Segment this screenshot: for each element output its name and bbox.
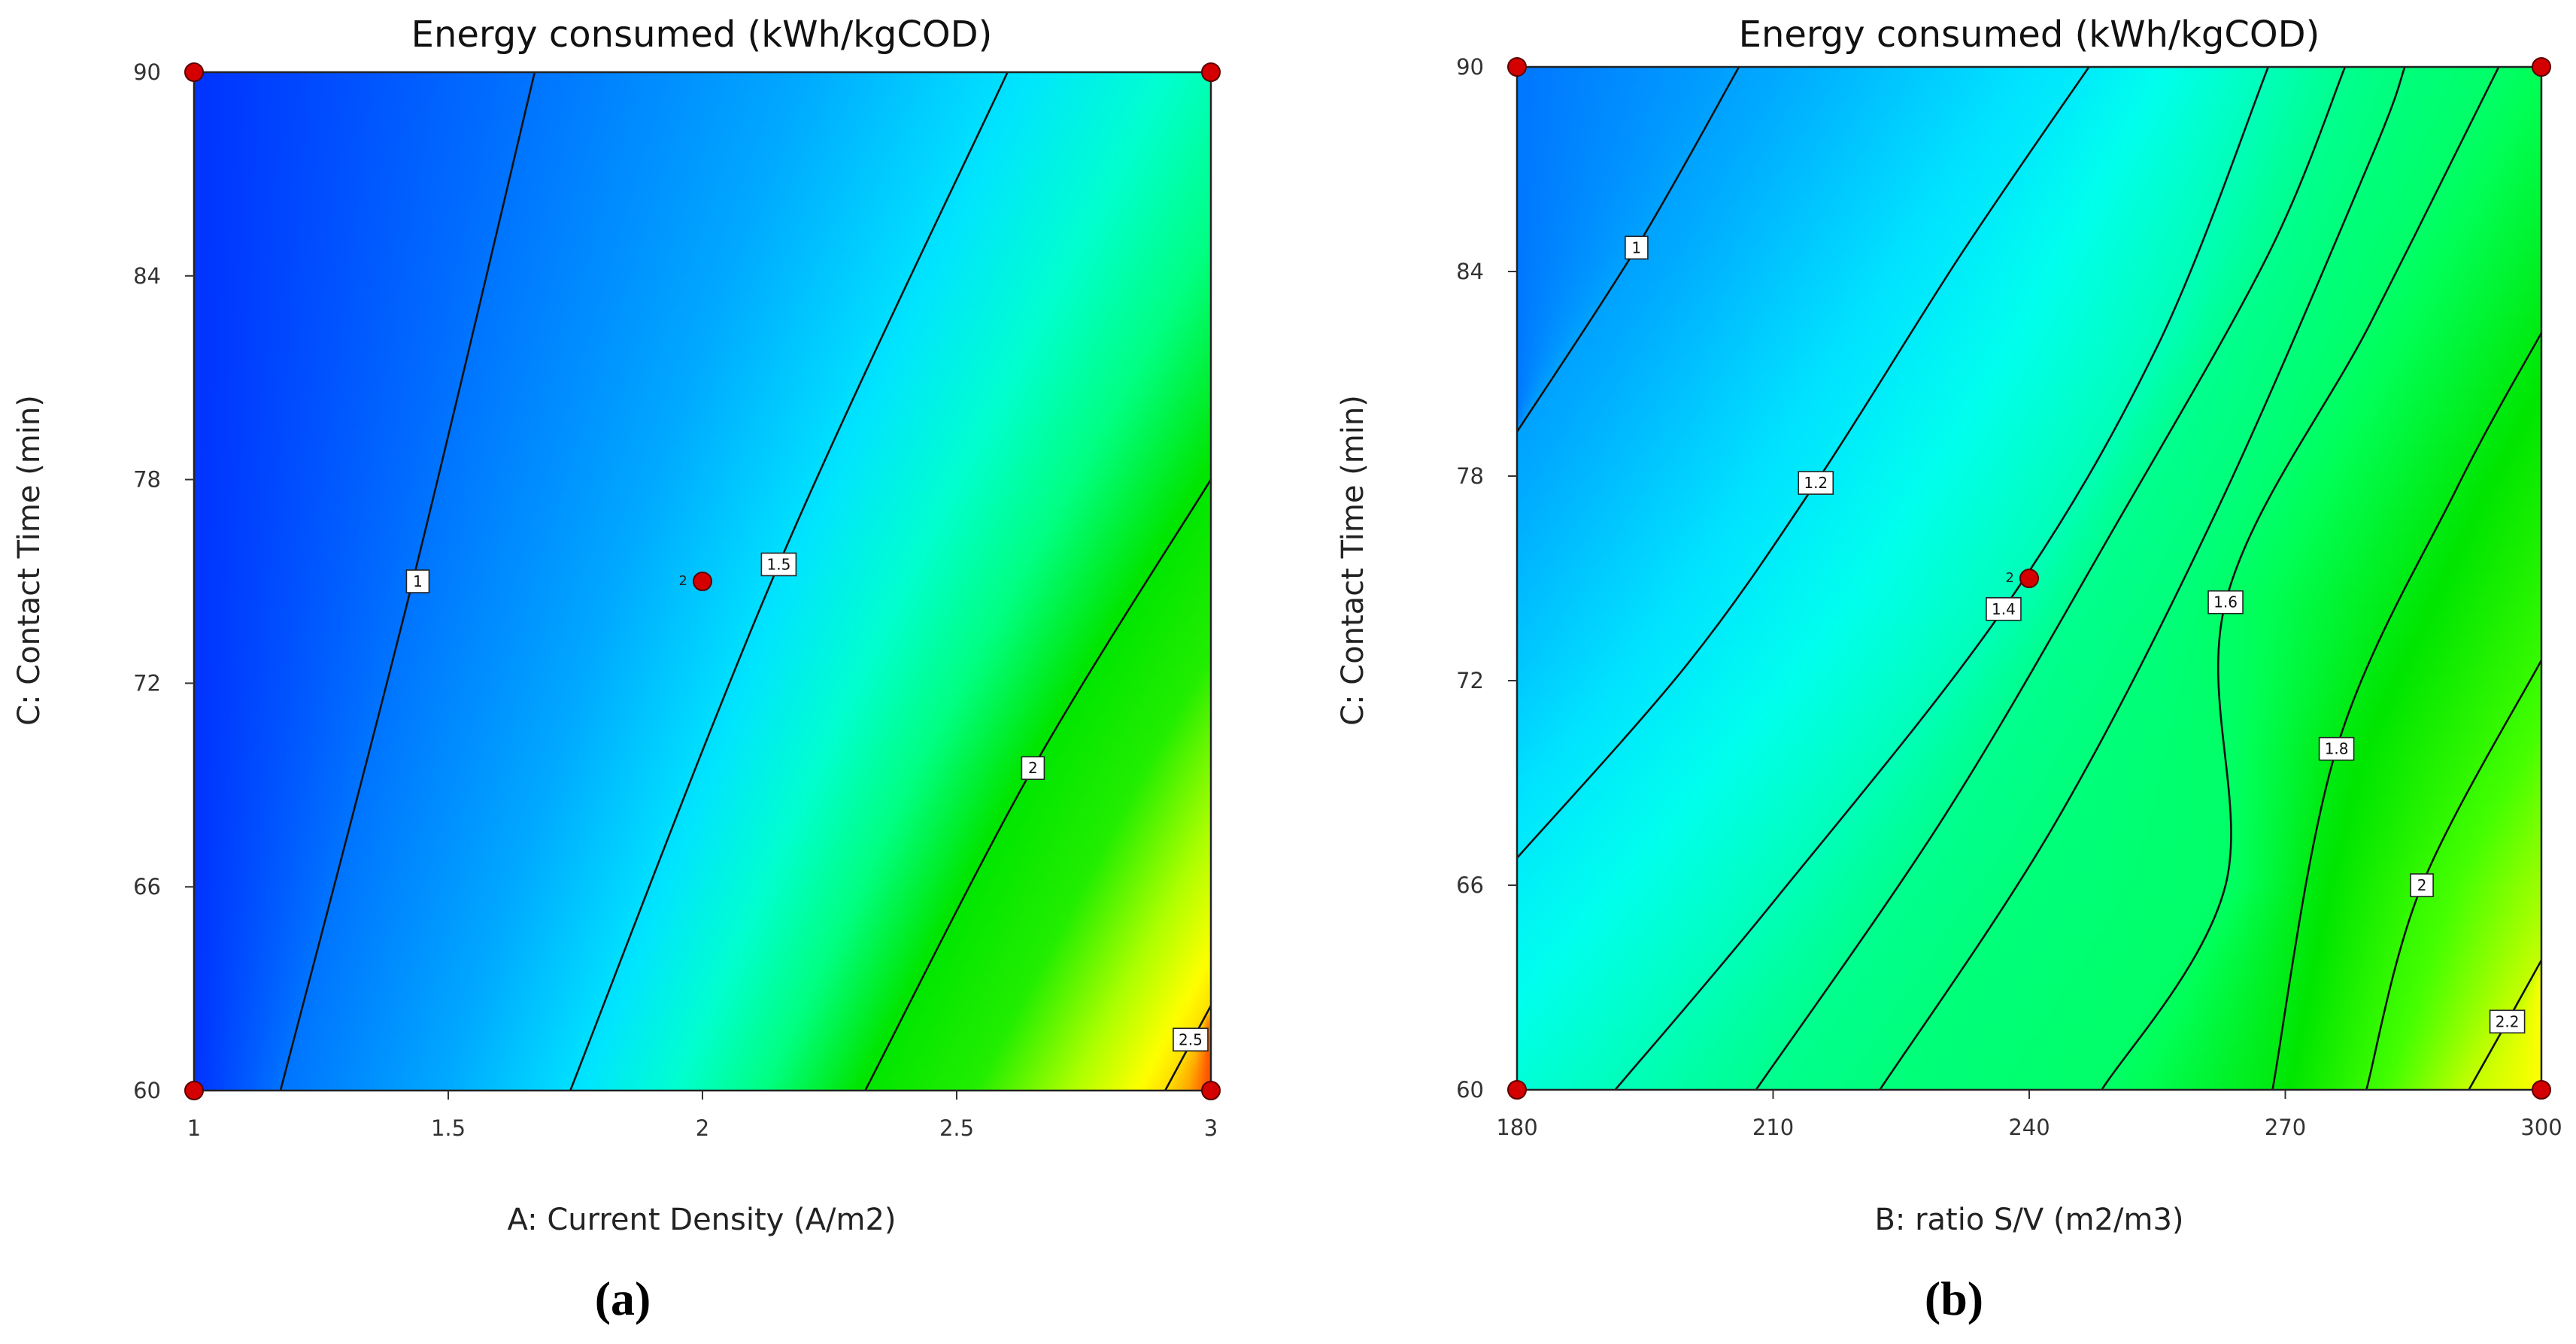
panel-label-b: (b) bbox=[1925, 1272, 1983, 1325]
x-axis-ticks: 1 1.5 2 2.5 3 bbox=[187, 1091, 1218, 1141]
design-point bbox=[2532, 1080, 2551, 1100]
design-point bbox=[2532, 57, 2551, 77]
x-tick-label: 1 bbox=[187, 1115, 201, 1141]
design-point bbox=[2019, 569, 2039, 588]
y-tick-label: 66 bbox=[1456, 872, 1484, 898]
contour-label-1: 1 bbox=[405, 569, 430, 593]
x-tick-label: 180 bbox=[1496, 1115, 1537, 1140]
y-tick-label: 90 bbox=[1456, 54, 1484, 80]
contour-label-text: 2.2 bbox=[2496, 1012, 2520, 1030]
contour-line-1-8 bbox=[2271, 332, 2541, 1090]
x-axis-ticks: 180 210 240 270 300 bbox=[1496, 1090, 2562, 1140]
x-tick-label: 240 bbox=[2008, 1115, 2050, 1140]
y-tick-label: 72 bbox=[133, 670, 161, 696]
contour-label-text: 1 bbox=[413, 572, 423, 590]
contour-label-text: 1 bbox=[1632, 238, 1642, 256]
x-tick-label: 2.5 bbox=[939, 1115, 974, 1141]
y-tick-label: 60 bbox=[133, 1078, 161, 1103]
contour-label-1-5: 1.5 bbox=[760, 552, 797, 577]
contour-label-text: 1.2 bbox=[1804, 474, 1828, 492]
x-tick-label: 3 bbox=[1204, 1115, 1218, 1141]
panel-a: Energy consumed (kWh/kgCOD) 1 1.5 2 2.5 1 1.5… bbox=[12, 14, 1221, 1325]
contour-label-2-2: 2.2 bbox=[2489, 1009, 2526, 1034]
contour-label-1-4: 1.4 bbox=[1986, 596, 2022, 621]
panel-b: Energy consumed (kWh/kgCOD) 1 1.2 1.4 1.6 1.… bbox=[1336, 14, 2562, 1325]
y-tick-label: 60 bbox=[1456, 1077, 1484, 1103]
contour-label-1-2: 1.2 bbox=[1798, 471, 1834, 495]
contour-label-text: 2 bbox=[1028, 759, 1038, 777]
design-point bbox=[184, 62, 204, 82]
contour-plot-a: 1 1.5 2 2.5 1 1.5 2 2.5 3 60 66 72 78 84 90 2 bbox=[133, 59, 1221, 1141]
contour-label-1-8: 1.8 bbox=[2318, 736, 2355, 761]
y-tick-label: 72 bbox=[1456, 668, 1484, 693]
y-tick-label: 78 bbox=[1456, 463, 1484, 489]
contour-plot-b: 1 1.2 1.4 1.6 1.8 2 2.2 180 210 240 270 300 60 66 72 78… bbox=[1456, 54, 2562, 1140]
contour-label-text: 1.5 bbox=[766, 555, 790, 573]
center-point-count: 2 bbox=[679, 573, 687, 589]
x-tick-label: 270 bbox=[2265, 1115, 2306, 1140]
y-tick-label: 90 bbox=[133, 59, 161, 85]
y-axis-title-a: C: Contact Time (min) bbox=[12, 395, 47, 726]
x-tick-label: 300 bbox=[2520, 1115, 2562, 1140]
contour-label-text: 1.8 bbox=[2325, 740, 2349, 758]
x-tick-label: 1.5 bbox=[431, 1115, 466, 1141]
contour-label-text: 2 bbox=[2417, 876, 2427, 894]
design-points bbox=[1507, 57, 2551, 1100]
contour-label-2-5: 2.5 bbox=[1173, 1027, 1209, 1052]
y-tick-label: 84 bbox=[133, 263, 161, 289]
chart-title-a: Energy consumed (kWh/kgCOD) bbox=[411, 14, 993, 56]
x-tick-label: 2 bbox=[696, 1115, 709, 1141]
x-axis-title-b: B: ratio S/V (m2/m3) bbox=[1874, 1203, 2183, 1237]
y-tick-label: 66 bbox=[133, 874, 161, 900]
y-axis-ticks: 60 66 72 78 84 90 bbox=[133, 59, 194, 1103]
contour-line-1-55 bbox=[1879, 67, 2406, 1090]
y-tick-label: 78 bbox=[133, 467, 161, 493]
design-point bbox=[1507, 57, 1527, 77]
y-axis-ticks: 60 66 72 78 84 90 bbox=[1456, 54, 1517, 1103]
contour-line-1-5 bbox=[1755, 67, 2347, 1090]
contour-label-text: 1.4 bbox=[1992, 600, 2016, 618]
x-axis-title-a: A: Current Density (A/m2) bbox=[507, 1203, 896, 1237]
contour-label-2: 2 bbox=[2410, 873, 2434, 897]
design-point bbox=[1201, 1081, 1221, 1100]
design-point bbox=[1507, 1080, 1527, 1100]
design-point bbox=[1201, 62, 1221, 82]
contour-label-1: 1 bbox=[1625, 235, 1649, 260]
y-axis-title-b: C: Contact Time (min) bbox=[1336, 395, 1370, 726]
contour-label-1-6: 1.6 bbox=[2207, 590, 2244, 614]
contour-label-text: 2.5 bbox=[1179, 1030, 1203, 1048]
chart-title-b: Energy consumed (kWh/kgCOD) bbox=[1739, 14, 2320, 56]
contour-label-2: 2 bbox=[1021, 756, 1045, 781]
design-point bbox=[693, 572, 712, 591]
x-tick-label: 210 bbox=[1752, 1115, 1794, 1140]
design-point bbox=[184, 1081, 204, 1100]
y-tick-label: 84 bbox=[1456, 259, 1484, 284]
panel-label-a: (a) bbox=[595, 1272, 651, 1325]
contour-label-text: 1.6 bbox=[2213, 593, 2238, 611]
design-points bbox=[184, 62, 1221, 1100]
center-point-count: 2 bbox=[2006, 570, 2014, 586]
